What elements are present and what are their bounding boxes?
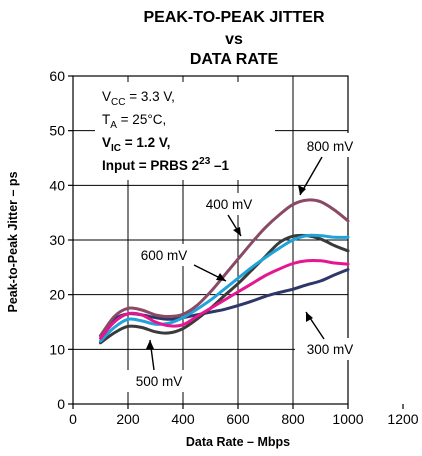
x-tick-label: 400: [171, 411, 195, 427]
label-bg-800: [295, 133, 365, 157]
y-axis-label: Peak-to-Peak Jitter – ps: [6, 171, 20, 312]
arrow-800-head: [298, 185, 306, 195]
annotation-400mv: 400 mV: [206, 197, 253, 212]
label-bg-600: [134, 244, 194, 266]
y-tick-label: 60: [49, 68, 65, 84]
label-bg-500: [126, 370, 192, 392]
series-line-600mv: [99, 233, 350, 343]
x-tick-label: 800: [281, 411, 305, 427]
series-line-800mv: [99, 198, 350, 338]
callout-arrows: [146, 156, 325, 371]
y-tick-label: 30: [49, 232, 65, 248]
chart-title-line-3: DATA RATE: [190, 51, 279, 68]
label-bg-400: [198, 193, 260, 215]
series-line-400mv: [99, 258, 350, 340]
arrow-500-head: [146, 340, 154, 349]
chart-title-line-2: vs: [225, 31, 243, 48]
chart-title-line-1: PEAK-TO-PEAK JITTER: [143, 9, 325, 26]
x-tick-label: 1200: [387, 411, 418, 427]
label-bg-300: [295, 338, 365, 360]
y-tick-label: 10: [49, 341, 65, 357]
arrow-300-head: [306, 312, 313, 322]
annotation-800mv: 800 mV: [307, 139, 354, 154]
arrow-400-head: [233, 227, 241, 236]
annotation-500mv: 500 mV: [136, 374, 183, 389]
annotation-600mv: 600 mV: [141, 248, 188, 263]
x-tick-label: 600: [226, 411, 250, 427]
condition-ta: TA = 25°C,: [102, 112, 166, 131]
x-tick-label: 200: [116, 411, 140, 427]
condition-vcc: VCC = 3.3 V,: [102, 89, 175, 108]
ticks: 0 200 400 600 800 1000 1200 0 10 20 30 40 50 60: [49, 68, 418, 427]
conditions-background: [95, 82, 275, 180]
y-tick-label: 40: [49, 177, 65, 193]
series-layer: [99, 198, 350, 345]
y-tick-label: 0: [57, 396, 65, 412]
annotation-300mv: 300 mV: [307, 342, 354, 357]
arrow-600-head: [216, 273, 226, 281]
y-tick-label: 20: [49, 287, 65, 303]
x-tick-label: 0: [69, 411, 77, 427]
x-tick-label: 1000: [332, 411, 363, 427]
condition-input: Input = PRBS 223 –1: [102, 156, 230, 173]
y-tick-label: 50: [49, 123, 65, 139]
condition-vic: VIC = 1.2 V,: [102, 135, 170, 154]
x-axis-label: Data Rate – Mbps: [186, 435, 290, 449]
